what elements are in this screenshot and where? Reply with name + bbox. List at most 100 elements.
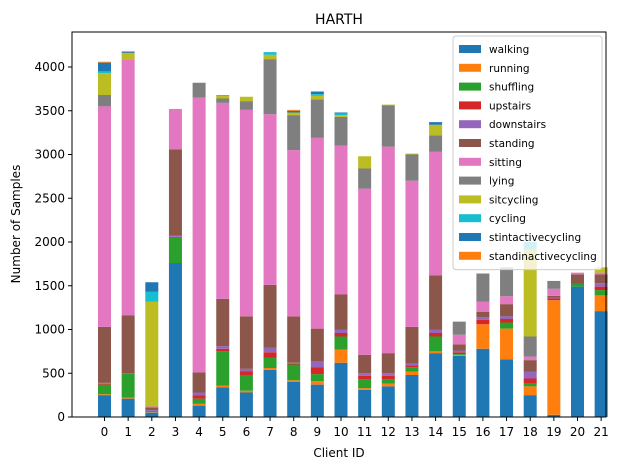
bar-segment-sitting-9 <box>310 137 324 329</box>
bar-segment-sitting-8 <box>287 150 301 317</box>
bar-segment-lying-0 <box>98 95 111 107</box>
x-tick-label: 11 <box>357 425 372 439</box>
bar-segment-shuffling-0 <box>98 384 111 395</box>
x-tick-label: 20 <box>570 425 585 439</box>
bar-segment-running-9 <box>310 381 324 385</box>
legend-swatch <box>459 176 481 185</box>
legend-swatch <box>459 139 481 147</box>
bar-segment-walking-1 <box>121 398 135 417</box>
bar-segment-standinactivecycling-1 <box>121 51 135 53</box>
bar-segment-walking-8 <box>287 382 301 417</box>
bar-segment-lying-11 <box>358 168 372 189</box>
bar-segment-standing-18 <box>523 360 537 372</box>
bar-segment-stintactivecycling-1 <box>121 52 135 53</box>
x-tick-label: 2 <box>148 425 156 439</box>
bar-segment-running-6 <box>239 390 253 393</box>
bar-segment-lying-12 <box>381 105 395 147</box>
bar-segment-shuffling-12 <box>381 379 395 384</box>
bar-segment-sitting-20 <box>571 272 584 275</box>
bar-segment-sitting-21 <box>594 272 608 275</box>
bar-segment-walking-15 <box>452 355 466 417</box>
bar-segment-upstairs-13 <box>405 365 419 368</box>
bar-segment-running-11 <box>358 388 372 390</box>
bar-segment-sitcycling-10 <box>334 115 348 117</box>
bar-segment-running-15 <box>452 354 466 356</box>
bar-segment-sitcycling-18 <box>523 249 537 337</box>
bar-segment-downstairs-4 <box>192 392 206 396</box>
legend-swatch <box>459 101 481 110</box>
bar-segment-downstairs-3 <box>168 235 182 237</box>
bar-segment-upstairs-16 <box>476 319 490 325</box>
bar-segment-upstairs-15 <box>452 352 466 354</box>
x-tick-label: 14 <box>428 425 443 439</box>
bar-segment-walking-13 <box>405 375 419 417</box>
bar-segment-cycling-2 <box>145 291 159 302</box>
bar-segment-downstairs-16 <box>476 317 490 320</box>
bar-segment-shuffling-13 <box>405 367 419 372</box>
x-tick-label: 4 <box>195 425 203 439</box>
bar-segment-lying-14 <box>429 135 443 152</box>
legend-label: lying <box>489 176 514 188</box>
x-tick-label: 19 <box>546 425 561 439</box>
bar-segment-upstairs-3 <box>168 236 182 238</box>
bar-segment-sitcycling-1 <box>121 53 135 60</box>
bar-segment-shuffling-11 <box>358 379 372 389</box>
bar-segment-standinactivecycling-0 <box>98 61 111 63</box>
bar-segment-lying-5 <box>216 98 230 103</box>
bar-segment-walking-10 <box>334 362 348 417</box>
legend-label: stintactivecycling <box>489 232 581 244</box>
bar-segment-standinactivecycling-8 <box>287 109 301 111</box>
bar-segment-walking-18 <box>523 395 537 417</box>
bar-segment-sitcycling-6 <box>239 96 253 102</box>
x-tick-label: 5 <box>219 425 227 439</box>
bar-segment-standing-20 <box>571 274 584 284</box>
bar-segment-sitcycling-14 <box>429 124 443 136</box>
legend-swatch <box>459 63 481 72</box>
bar-segment-standing-10 <box>334 294 348 330</box>
bar-segment-upstairs-4 <box>192 395 206 399</box>
bar-segment-upstairs-11 <box>358 375 372 380</box>
bar-segment-shuffling-5 <box>216 351 230 386</box>
bar-segment-downstairs-6 <box>239 368 253 372</box>
bar-segment-sitting-12 <box>381 146 395 354</box>
bar-segment-sitting-1 <box>121 59 135 316</box>
bar-segment-lying-4 <box>192 82 206 98</box>
bar-segment-downstairs-14 <box>429 329 443 333</box>
bar-segment-standing-1 <box>121 315 135 374</box>
x-tick-label: 7 <box>266 425 274 439</box>
x-tick-label: 10 <box>333 425 348 439</box>
bar-segment-upstairs-7 <box>263 352 277 358</box>
bar-segment-downstairs-13 <box>405 363 419 366</box>
bar-segment-sitcycling-11 <box>358 156 372 169</box>
bar-segment-sitting-17 <box>500 296 514 305</box>
bar-segment-walking-11 <box>358 389 372 417</box>
bar-segment-walking-4 <box>192 405 206 417</box>
x-tick-label: 1 <box>124 425 132 439</box>
legend-label: downstairs <box>489 119 546 131</box>
bar-segment-downstairs-18 <box>523 371 537 379</box>
legend-box <box>452 35 603 271</box>
y-tick-label: 3000 <box>34 148 65 162</box>
legend-label: standing <box>489 138 535 150</box>
legend: walking running shuffling upstairs downstair… <box>452 35 603 271</box>
bar-segment-stintactivecycling-2 <box>145 282 159 292</box>
bar-segment-lying-18 <box>523 336 537 357</box>
bar-segment-cycling-0 <box>98 71 111 74</box>
bar-segment-sitting-0 <box>98 106 111 327</box>
bar-segment-downstairs-7 <box>263 347 277 353</box>
bar-segment-sitcycling-12 <box>381 104 395 106</box>
bar-segment-sitting-7 <box>263 114 277 285</box>
bar-segment-standing-3 <box>168 149 182 236</box>
bar-segment-downstairs-10 <box>334 329 348 333</box>
bar-segment-shuffling-18 <box>523 383 537 387</box>
legend-swatch <box>459 195 481 204</box>
bar-segment-stintactivecycling-9 <box>310 91 324 95</box>
bar-segment-sitting-13 <box>405 180 419 327</box>
bar-segment-standing-19 <box>547 295 561 298</box>
bar-segment-upstairs-8 <box>287 363 301 365</box>
bar-segment-standing-15 <box>452 344 466 351</box>
y-axis: 0 500 1000 1500 2000 2500 3000 3500 4000 <box>34 60 72 424</box>
bar-segment-standing-13 <box>405 326 419 364</box>
bar-segment-running-7 <box>263 368 277 370</box>
